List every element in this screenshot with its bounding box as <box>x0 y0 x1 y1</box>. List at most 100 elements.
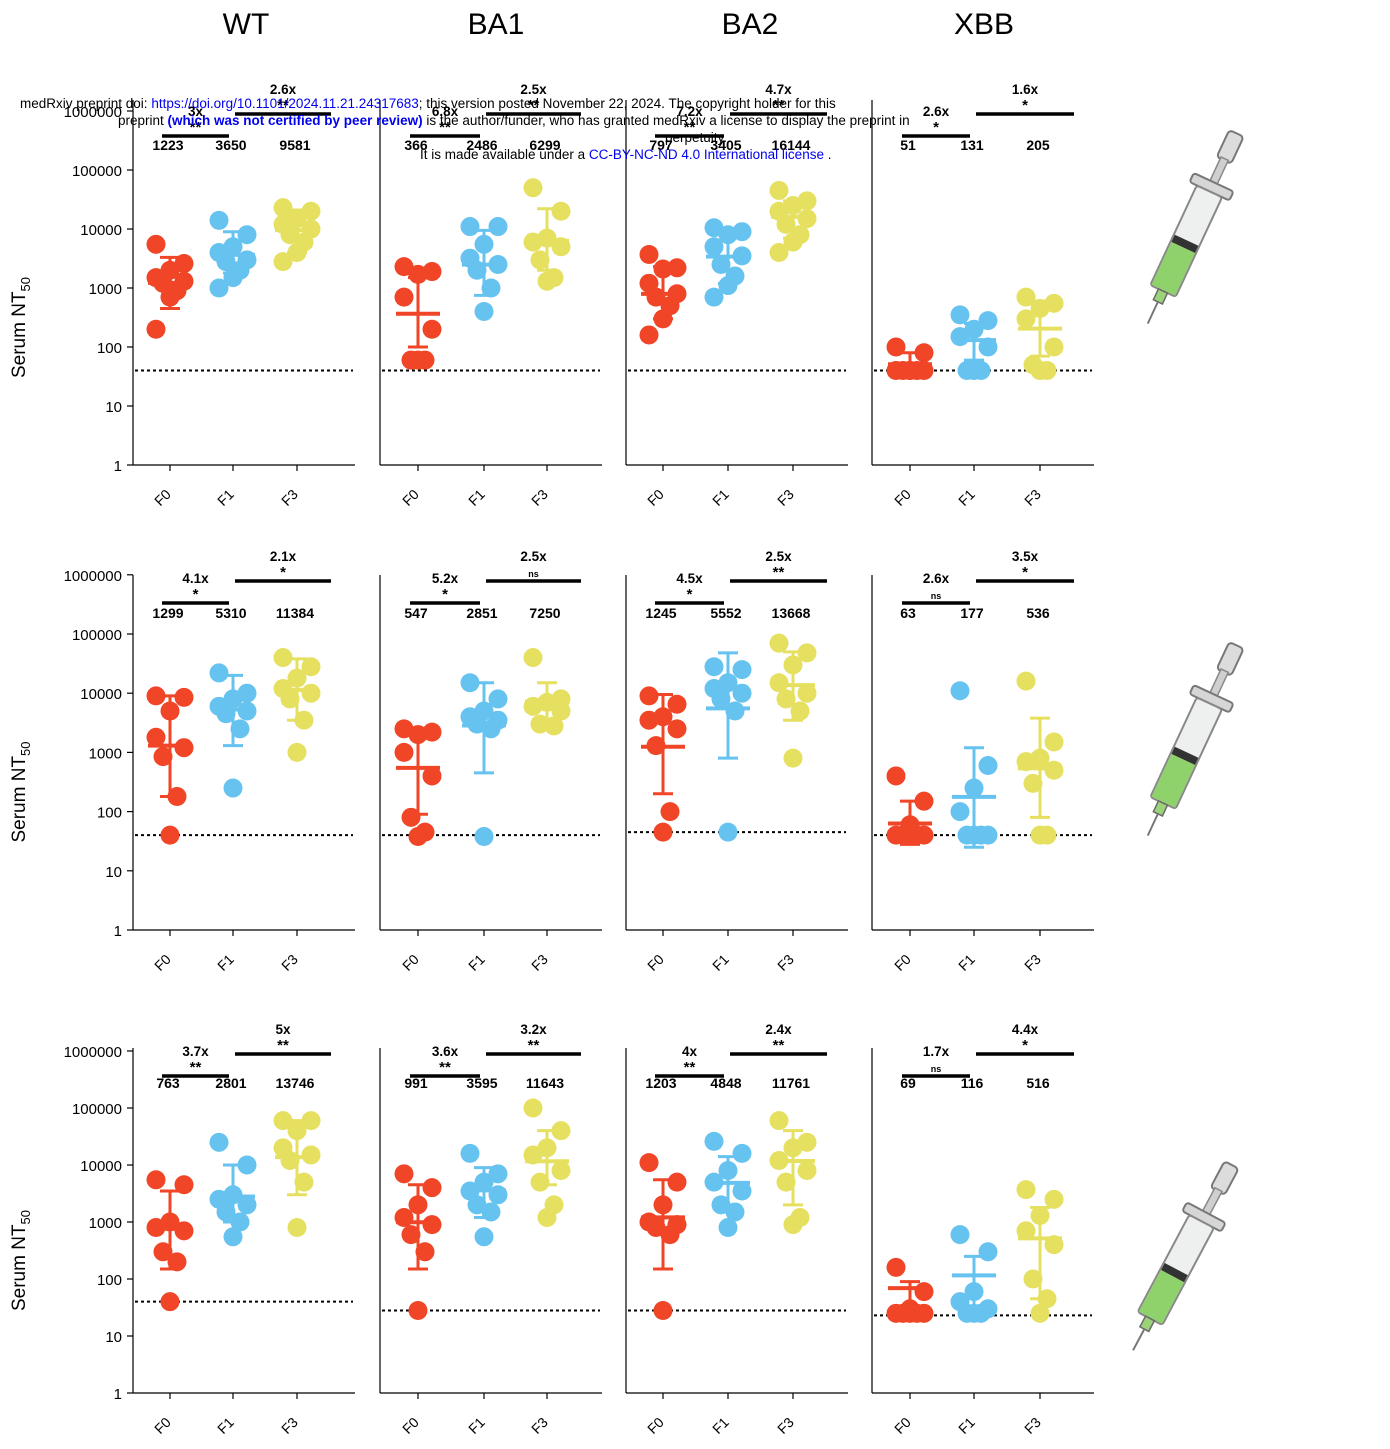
data-point <box>422 319 442 339</box>
geometric-mean-label: 11384 <box>276 605 314 621</box>
series-f0 <box>394 719 442 846</box>
preprint-header-line-2: preprint (which was not certified by pee… <box>118 112 910 129</box>
data-point <box>725 701 745 721</box>
series-f3 <box>769 1111 817 1235</box>
doi-link[interactable]: https://doi.org/10.1101/2024.11.21.24317… <box>151 96 419 111</box>
data-point <box>394 257 414 277</box>
data-point <box>964 1303 984 1323</box>
geometric-mean-label: 3595 <box>466 1075 497 1091</box>
data-point <box>146 686 166 706</box>
data-point <box>950 681 970 701</box>
fold-change-label: 1.7x <box>923 1044 950 1059</box>
series-f3 <box>523 648 571 736</box>
series-f0 <box>394 1164 442 1321</box>
series-f0 <box>639 1153 687 1321</box>
series-f0 <box>639 686 687 842</box>
data-point <box>704 657 724 677</box>
fold-change-label: 5x <box>275 1022 291 1037</box>
data-point <box>160 825 180 845</box>
data-point <box>718 225 738 245</box>
data-point <box>797 683 817 703</box>
data-point <box>230 719 250 739</box>
data-point <box>732 683 752 703</box>
data-point <box>544 716 564 736</box>
chart-panel-ba1-row2: F0 F1 F3 547 2851 7250 5.2x* 2.5x ns <box>379 549 602 974</box>
series-f3 <box>769 633 817 768</box>
y-tick-label: 1 <box>114 1386 122 1403</box>
header-text: medRxiv preprint doi: <box>20 96 152 111</box>
series-f3 <box>1016 287 1064 380</box>
geometric-mean-label: 1223 <box>152 137 183 153</box>
geometric-mean-label: 2801 <box>215 1075 246 1091</box>
data-point <box>160 1292 180 1312</box>
series-f1 <box>460 1143 508 1247</box>
needle <box>1146 813 1159 837</box>
data-point <box>460 1143 480 1163</box>
data-point <box>914 1282 934 1302</box>
x-tick-label: F1 <box>709 951 732 974</box>
significance-label: * <box>1022 97 1028 114</box>
data-point <box>704 237 724 257</box>
data-point <box>653 822 673 842</box>
data-point <box>1016 1180 1036 1200</box>
series-f0 <box>886 337 934 380</box>
data-point <box>718 1161 738 1181</box>
geometric-mean-label: 13668 <box>772 605 811 621</box>
data-point <box>776 1172 796 1192</box>
data-point <box>1016 287 1036 307</box>
data-point <box>886 337 906 357</box>
vaccine-liquid <box>1151 754 1196 808</box>
data-point <box>408 1195 428 1215</box>
x-tick-label: F3 <box>528 1414 551 1437</box>
license-link[interactable]: CC-BY-NC-ND 4.0 International license <box>588 147 824 162</box>
significance-label: ** <box>439 1059 451 1076</box>
significance-label: ** <box>277 1037 289 1054</box>
data-point <box>167 786 187 806</box>
preprint-header-line-3: perpetuity. <box>665 129 727 146</box>
data-point <box>1030 1303 1050 1323</box>
series-f0 <box>886 766 934 846</box>
syringe-icon <box>1146 130 1244 325</box>
chart-panel-xbb-row3: F0 F1 F3 69 116 516 1.7x ns 4.4x* <box>871 1022 1094 1437</box>
x-tick-label: F1 <box>214 486 237 509</box>
data-point <box>783 748 803 768</box>
data-point <box>900 1303 920 1323</box>
data-point <box>481 719 501 739</box>
fold-change-label: 1.6x <box>1012 82 1039 97</box>
geometric-mean-label: 536 <box>1026 605 1050 621</box>
significance-label: * <box>193 586 199 603</box>
data-point <box>537 1207 557 1227</box>
data-point <box>732 660 752 680</box>
significance-label: ** <box>684 119 696 136</box>
data-point <box>797 643 817 663</box>
significance-label: ** <box>190 1059 202 1076</box>
significance-label: * <box>1022 564 1028 581</box>
data-point <box>551 1121 571 1141</box>
x-tick-label: F1 <box>709 486 732 509</box>
data-point <box>280 1150 300 1170</box>
data-point <box>146 319 166 339</box>
data-point <box>660 802 680 822</box>
data-point <box>460 217 480 237</box>
series-f3 <box>273 1111 321 1238</box>
x-tick-label: F1 <box>709 1414 732 1437</box>
data-point <box>408 264 428 284</box>
column-title: XBB <box>954 8 1014 41</box>
data-point <box>732 1181 752 1201</box>
data-point <box>783 1138 803 1158</box>
geometric-mean-label: 2851 <box>466 605 497 621</box>
significance-label: ** <box>277 97 289 114</box>
data-point <box>978 311 998 331</box>
fold-change-label: 2.6x <box>923 571 950 586</box>
data-point <box>523 1098 543 1118</box>
data-point <box>287 1218 307 1238</box>
y-tick-label: 100 <box>97 340 122 357</box>
data-point <box>474 234 494 254</box>
data-point <box>1037 1289 1057 1309</box>
geometric-mean-label: 5310 <box>215 605 246 621</box>
data-point <box>216 1202 236 1222</box>
preprint-header-line-1: medRxiv preprint doi: https://doi.org/10… <box>20 95 836 112</box>
significance-label: ** <box>684 1059 696 1076</box>
